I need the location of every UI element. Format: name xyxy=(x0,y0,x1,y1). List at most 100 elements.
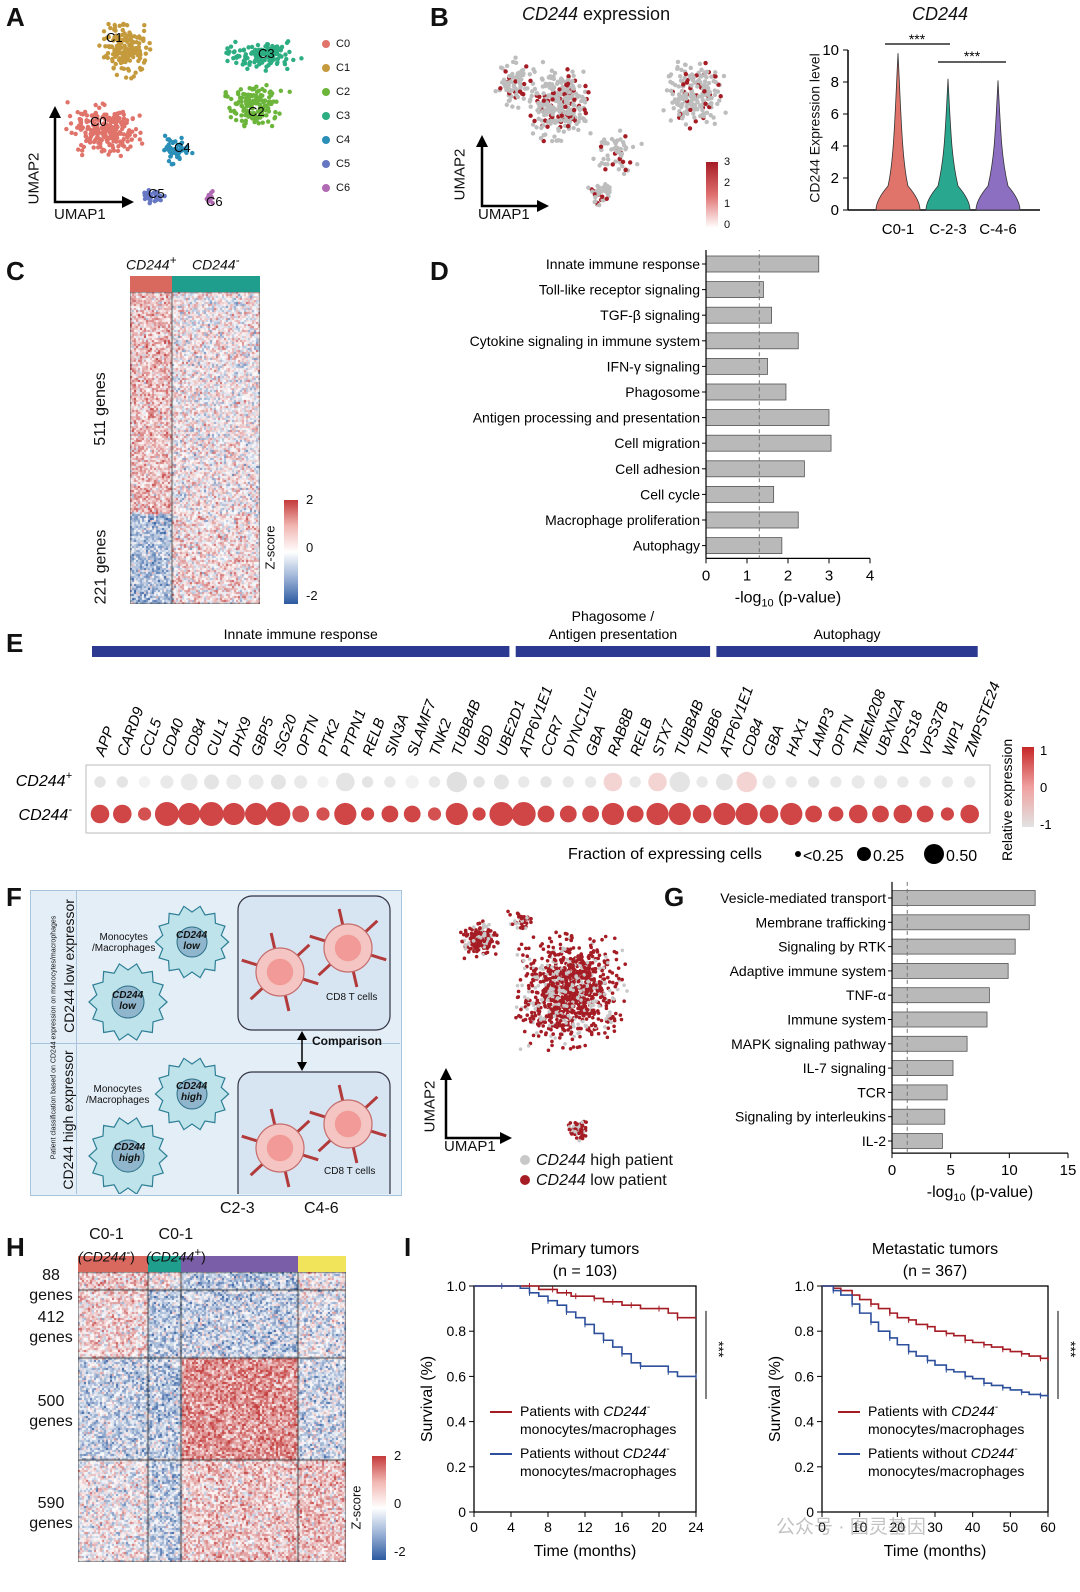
dot-minus xyxy=(916,805,934,823)
cell-point xyxy=(121,144,127,149)
cell-point xyxy=(89,113,95,118)
panel-label-i: I xyxy=(404,1232,412,1262)
patient-cell-point xyxy=(560,1015,565,1019)
patient-cell-point xyxy=(543,1032,548,1037)
cell-point xyxy=(543,108,548,114)
cell-point xyxy=(683,71,689,77)
colorbar-tick: -2 xyxy=(394,1544,406,1559)
patient-cell-point xyxy=(571,946,576,950)
cell-point xyxy=(101,147,106,153)
umap-b-xlabel: UMAP1 xyxy=(478,206,530,223)
patient-cell-point xyxy=(542,1017,546,1021)
patient-cell-point xyxy=(523,1017,528,1022)
patient-cell-point xyxy=(583,1125,588,1130)
patient-cell-point xyxy=(546,1048,551,1053)
cell-point xyxy=(231,55,236,61)
heatmap-h-row-label: 590 genes xyxy=(29,1495,73,1532)
patient-cell-point xyxy=(622,983,626,988)
cell-point xyxy=(258,92,263,98)
bar xyxy=(891,1133,943,1149)
patient-cell-point xyxy=(558,958,563,962)
cluster-label: C6 xyxy=(206,194,223,209)
cell-point xyxy=(171,139,176,145)
km-xtick-label: 12 xyxy=(577,1519,593,1535)
patient-cell-point xyxy=(578,1010,583,1015)
umap-a-axes xyxy=(53,110,130,204)
cell-point xyxy=(263,68,268,73)
patient-cell-point xyxy=(596,956,601,961)
patient-cell-point xyxy=(602,959,607,963)
patient-cell-point xyxy=(471,925,476,929)
patient-cell-point xyxy=(558,1036,562,1040)
patient-cell-point xyxy=(555,1006,559,1010)
patient-cell-point xyxy=(597,1004,601,1008)
umap-b-arrows xyxy=(476,135,549,212)
cell-point xyxy=(252,51,257,57)
cluster-legend-item: C4 xyxy=(322,128,350,152)
cell-point xyxy=(274,99,279,104)
cell-point xyxy=(618,153,624,158)
patient-cell-point xyxy=(547,1004,551,1009)
patient-cell-point xyxy=(594,999,598,1003)
cell-point xyxy=(685,111,690,117)
cell-point xyxy=(712,121,717,127)
cell-point xyxy=(112,22,117,28)
dot-plus xyxy=(270,774,286,790)
heatmap-h-col-label: C2-3 xyxy=(220,1200,255,1217)
umap-f-arrows xyxy=(440,1068,512,1144)
cell-point xyxy=(678,78,684,83)
cell-point xyxy=(675,59,681,65)
patient-cell-point xyxy=(574,992,579,997)
dot-plus xyxy=(584,776,597,788)
cell-point xyxy=(528,104,533,109)
patient-cell-point xyxy=(597,962,601,967)
heatmap-h-col-label: C4-6 xyxy=(304,1200,339,1217)
cell-point xyxy=(120,139,125,145)
dot-plus xyxy=(428,776,441,788)
cell-point xyxy=(563,104,568,110)
patient-cell-point xyxy=(514,1015,518,1020)
cell-point xyxy=(107,44,112,50)
x-tick-label: 3 xyxy=(825,567,833,584)
cell-point xyxy=(541,138,546,144)
cell-point xyxy=(565,96,570,101)
patient-cell-point xyxy=(609,1020,613,1025)
cell-point xyxy=(565,67,570,72)
cell-point xyxy=(143,45,149,50)
cell-point xyxy=(555,79,561,84)
patient-cell-point xyxy=(543,1020,548,1025)
patient-cell-point xyxy=(531,1001,535,1005)
cell-point xyxy=(716,82,721,87)
cell-point xyxy=(579,98,584,104)
patient-cell-point xyxy=(542,1000,547,1005)
cell-point xyxy=(704,119,709,125)
heatmap-c-group-plus: CD244+ xyxy=(126,254,177,273)
size-legend-label: <0.25 xyxy=(803,848,844,865)
cell-point xyxy=(554,138,559,143)
bar xyxy=(705,332,799,350)
cell-point xyxy=(137,34,142,39)
patient-cell-point xyxy=(558,942,563,947)
cell-point xyxy=(712,92,718,98)
patient-cell-point xyxy=(529,916,533,921)
cell-point xyxy=(133,127,139,132)
dot-plus xyxy=(562,776,574,788)
cell-point xyxy=(532,118,537,124)
patient-cell-point xyxy=(571,970,576,975)
patient-cell-point xyxy=(607,998,612,1003)
cell-point xyxy=(700,107,705,113)
group-label-innate: Innate immune response xyxy=(224,626,378,642)
cell-point xyxy=(239,118,245,124)
dot-plus xyxy=(204,774,219,790)
patient-cell-point xyxy=(604,1017,608,1021)
bar xyxy=(705,383,787,401)
cell-point xyxy=(152,190,157,196)
cell-point xyxy=(234,101,239,106)
heatmap-h-group-bar xyxy=(78,1256,148,1272)
patient-cell-point xyxy=(586,979,590,984)
cell-point xyxy=(162,133,168,138)
cell-point xyxy=(530,122,536,127)
cell-point xyxy=(121,21,126,27)
patient-cell-point xyxy=(576,1026,580,1031)
cell-point xyxy=(105,55,110,61)
